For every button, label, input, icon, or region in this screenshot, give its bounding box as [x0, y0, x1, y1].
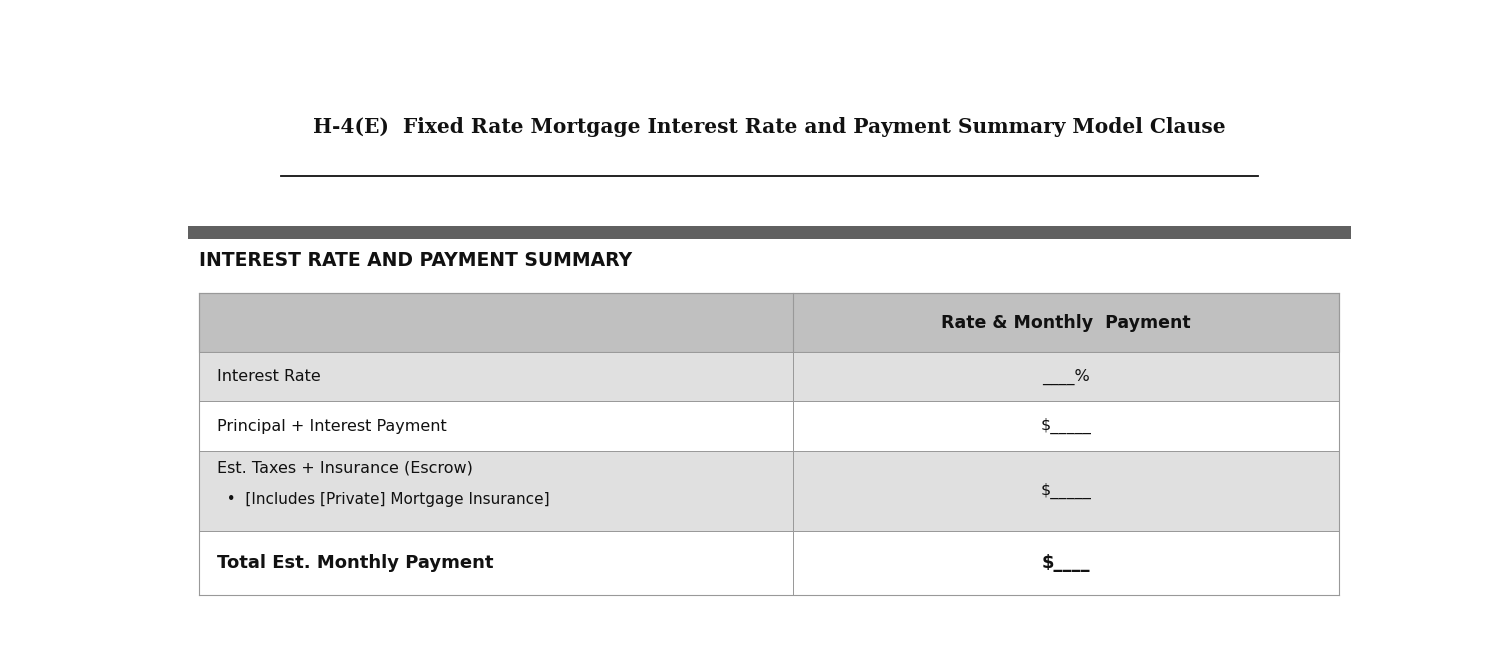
- Text: Interest Rate: Interest Rate: [216, 370, 320, 384]
- Text: Principal + Interest Payment: Principal + Interest Payment: [216, 419, 446, 433]
- FancyBboxPatch shape: [200, 352, 793, 401]
- FancyBboxPatch shape: [793, 352, 1339, 401]
- FancyBboxPatch shape: [200, 451, 793, 531]
- Text: $_____: $_____: [1040, 482, 1091, 499]
- Text: $_____: $_____: [1040, 418, 1091, 434]
- Text: $____: $____: [1042, 554, 1090, 572]
- FancyBboxPatch shape: [793, 531, 1339, 595]
- Text: INTEREST RATE AND PAYMENT SUMMARY: INTEREST RATE AND PAYMENT SUMMARY: [200, 251, 632, 270]
- FancyBboxPatch shape: [188, 226, 1351, 239]
- FancyBboxPatch shape: [200, 401, 793, 451]
- FancyBboxPatch shape: [793, 451, 1339, 531]
- Text: Total Est. Monthly Payment: Total Est. Monthly Payment: [216, 554, 494, 572]
- Text: •  [Includes [Private] Mortgage Insurance]: • [Includes [Private] Mortgage Insurance…: [216, 493, 549, 507]
- FancyBboxPatch shape: [793, 401, 1339, 451]
- Text: Est. Taxes + Insurance (Escrow): Est. Taxes + Insurance (Escrow): [216, 460, 473, 475]
- Text: H-4(E)  Fixed Rate Mortgage Interest Rate and Payment Summary Model Clause: H-4(E) Fixed Rate Mortgage Interest Rate…: [312, 117, 1226, 137]
- Text: Rate & Monthly  Payment: Rate & Monthly Payment: [941, 314, 1190, 331]
- FancyBboxPatch shape: [200, 531, 793, 595]
- FancyBboxPatch shape: [200, 293, 1339, 352]
- Text: ____%: ____%: [1042, 369, 1090, 385]
